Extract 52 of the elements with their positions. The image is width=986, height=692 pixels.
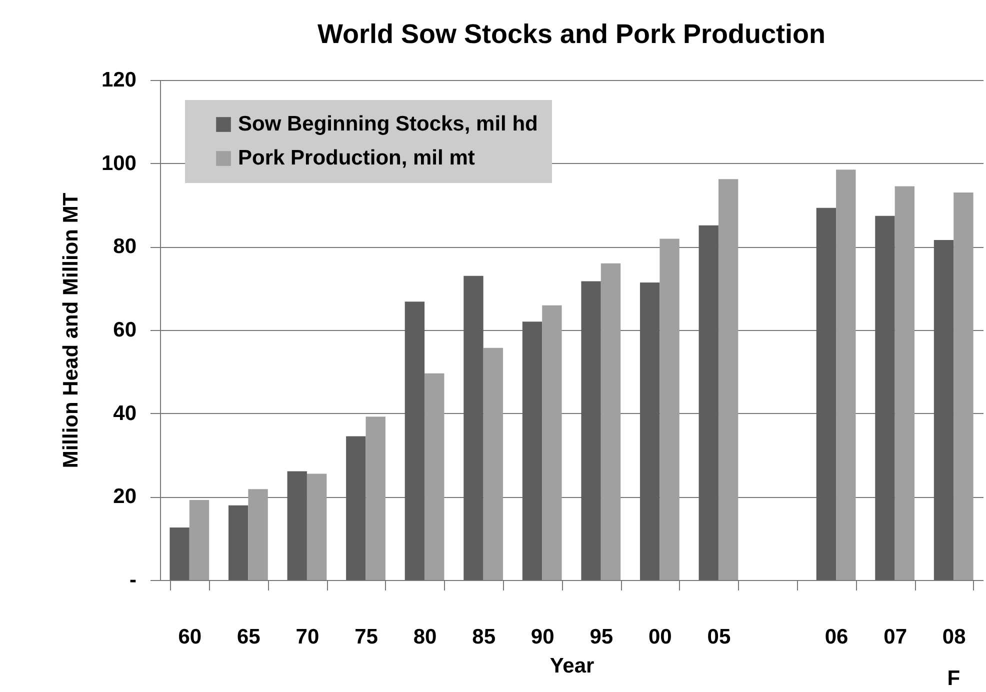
bar: [875, 216, 895, 580]
x-tick-label: 85: [472, 626, 496, 648]
x-tick-label: 75: [354, 626, 378, 648]
x-tick-label: 05: [707, 626, 731, 648]
bar: [189, 500, 210, 580]
bar: [581, 281, 601, 580]
y-tick-label: 80: [113, 235, 136, 258]
bar: [934, 240, 954, 580]
bar: [464, 276, 484, 580]
y-tick-label: 100: [101, 152, 136, 175]
bar: [954, 192, 974, 580]
y-tick-label: 40: [113, 402, 136, 425]
y-tick-label: 20: [113, 485, 136, 508]
legend-label: Sow Beginning Stocks, mil hd: [238, 112, 538, 136]
bar: [424, 373, 444, 580]
legend-label: Pork Production, mil mt: [238, 146, 475, 170]
x-tick-label: 80: [413, 626, 437, 648]
bar: [718, 179, 738, 580]
bar: [306, 474, 327, 580]
y-axis-title: Million Head and Million MT: [59, 192, 82, 468]
x-tick-label: 70: [296, 626, 320, 648]
bar: [248, 489, 268, 580]
bar: [600, 263, 621, 580]
y-tick-label: 120: [101, 68, 136, 92]
bar: [287, 471, 307, 580]
x-tick-label: 95: [590, 626, 614, 648]
x-axis-title: Year: [550, 654, 594, 678]
x-tick-label: 06: [824, 626, 848, 648]
x-tick-label: 60: [178, 626, 202, 648]
bar: [698, 225, 718, 580]
bar: [483, 348, 504, 580]
bar: [836, 170, 856, 580]
x-tick-label: 08: [942, 626, 966, 648]
text: F: [947, 667, 960, 690]
y-tick-label: -: [130, 568, 136, 592]
chart-title: World Sow Stocks and Pork Production: [317, 19, 826, 49]
x-tick-label: 90: [530, 626, 554, 648]
bar: [170, 528, 190, 580]
bar: [522, 322, 542, 580]
bar: [640, 282, 660, 580]
bar: [404, 302, 425, 580]
x-tick-label: 65: [237, 626, 261, 648]
bar: [366, 416, 386, 580]
bar: [660, 238, 680, 580]
bar: [346, 436, 366, 580]
x-tick-label: 00: [648, 626, 672, 648]
y-tick-label: 60: [113, 318, 136, 342]
bar: [894, 186, 915, 580]
x-tick-label: 07: [884, 626, 907, 648]
bar: [542, 305, 562, 580]
bar: [816, 208, 836, 580]
bar: [228, 505, 248, 580]
